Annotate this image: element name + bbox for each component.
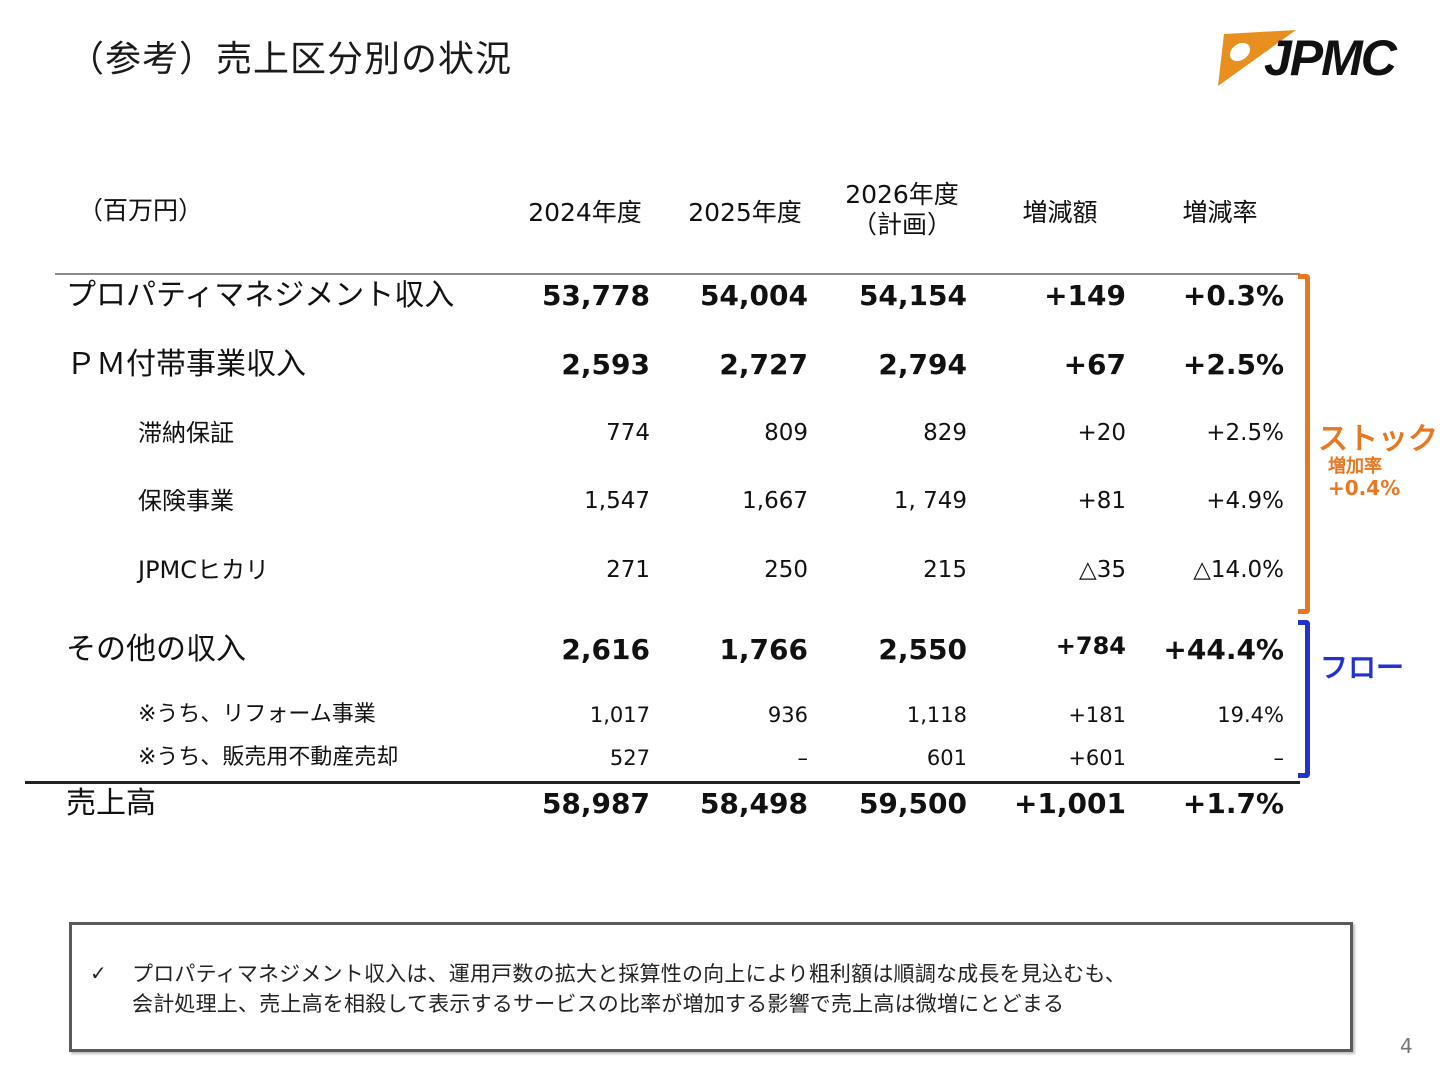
commentary-line-1: プロパティマネジメント収入は、運用戸数の拡大と採算性の向上により粗利額は順調な成… — [132, 962, 1127, 986]
cell-rate: +4.9% — [1206, 488, 1284, 514]
cell-rate: +2.5% — [1206, 420, 1284, 446]
header-change-amount: 増減額 — [1022, 198, 1098, 227]
stock-growth-value: +0.4% — [1328, 476, 1401, 500]
table-total-rule — [25, 781, 1300, 784]
cell-fy2024: 58,987 — [541, 787, 650, 820]
stock-label: ストック — [1318, 422, 1438, 457]
cell-change: +67 — [1063, 348, 1126, 381]
cell-change: +601 — [1068, 746, 1126, 770]
cell-fy2024: 774 — [606, 420, 650, 446]
cell-change: +20 — [1077, 420, 1126, 446]
header-fy2025: 2025年度 — [688, 198, 802, 227]
cell-change: +149 — [1044, 279, 1126, 312]
cell-fy2026: 1,118 — [906, 703, 967, 727]
cell-rate: +1.7% — [1182, 787, 1284, 820]
logo-text: JPMC — [1264, 30, 1397, 86]
header-fy2026-plan: （計画） — [851, 210, 952, 239]
header-fy2026-year: 2026年度 — [845, 180, 959, 209]
cell-fy2025: 936 — [767, 703, 808, 727]
stock-bracket — [1298, 274, 1310, 614]
row-label: 滞納保証 — [138, 419, 234, 447]
row-label: 売上高 — [66, 786, 156, 821]
cell-change: △35 — [1079, 557, 1126, 583]
flow-bracket — [1298, 620, 1310, 778]
row-label: JPMCヒカリ — [138, 556, 270, 584]
cell-rate: 19.4% — [1217, 703, 1284, 727]
cell-fy2024: 271 — [606, 557, 650, 583]
row-label: ＰＭ付帯事業収入 — [66, 347, 306, 382]
cell-rate: +0.3% — [1182, 279, 1284, 312]
row-label: その他の収入 — [66, 632, 246, 667]
cell-fy2025: 58,498 — [699, 787, 808, 820]
cell-fy2025: 809 — [764, 420, 808, 446]
cell-change: +181 — [1068, 703, 1126, 727]
table-top-rule — [55, 273, 1300, 275]
company-logo: JPMC — [1216, 28, 1416, 88]
page-title: （参考）売上区分別の状況 — [68, 39, 513, 80]
cell-change: +1,001 — [1013, 787, 1126, 820]
cell-fy2025: 1,667 — [742, 488, 808, 514]
cell-change: +784 — [1055, 632, 1126, 660]
table-row-guarantee: 滞納保証 774 809 829 +20 +2.5% — [0, 413, 1300, 453]
cell-fy2026: 54,154 — [858, 279, 967, 312]
row-label: 保険事業 — [138, 487, 234, 515]
table-row-total-sales: 売上高 58,987 58,498 59,500 +1,001 +1.7% — [0, 784, 1300, 824]
flow-label: フロー — [1320, 651, 1405, 684]
cell-fy2026: 1, 749 — [893, 488, 967, 514]
cell-fy2026: 2,794 — [878, 348, 967, 381]
cell-fy2024: 2,616 — [561, 633, 650, 666]
check-icon: ✓ — [90, 961, 107, 985]
table-row-property-sale: ※うち、販売用不動産売却 527 – 601 +601 – — [0, 743, 1300, 773]
header-change-rate: 増減率 — [1182, 198, 1258, 227]
table-row-hikari: JPMCヒカリ 271 250 215 △35 △14.0% — [0, 550, 1300, 590]
cell-change: +81 — [1077, 488, 1126, 514]
cell-fy2026: 215 — [923, 557, 967, 583]
logo-mark-icon — [1218, 30, 1296, 86]
table-row-reform: ※うち、リフォーム事業 1,017 936 1,118 +181 19.4% — [0, 700, 1300, 730]
cell-fy2026: 2,550 — [878, 633, 967, 666]
cell-rate: – — [1273, 746, 1285, 770]
page-number: 4 — [1400, 1034, 1413, 1058]
row-label: プロパティマネジメント収入 — [66, 278, 455, 313]
commentary-line-2: 会計処理上、売上高を相殺して表示するサービスの比率が増加する影響で売上高は微増に… — [132, 992, 1065, 1016]
cell-fy2026: 829 — [923, 420, 967, 446]
cell-rate: △14.0% — [1193, 557, 1284, 583]
cell-fy2024: 1,017 — [589, 703, 650, 727]
cell-fy2024: 2,593 — [561, 348, 650, 381]
commentary-box: ✓ プロパティマネジメント収入は、運用戸数の拡大と採算性の向上により粗利額は順調… — [69, 922, 1353, 1052]
cell-fy2025: – — [797, 746, 809, 770]
cell-rate: +2.5% — [1182, 348, 1284, 381]
header-fy2024: 2024年度 — [528, 198, 642, 227]
header-fy2026: 2026年度 （計画） — [822, 180, 982, 240]
row-label: ※うち、販売用不動産売却 — [138, 745, 399, 770]
unit-label: （百万円） — [78, 196, 204, 225]
row-label: ※うち、リフォーム事業 — [138, 702, 376, 727]
table-row-pm-ancillary: ＰＭ付帯事業収入 2,593 2,727 2,794 +67 +2.5% — [0, 345, 1300, 385]
cell-fy2026: 59,500 — [858, 787, 967, 820]
cell-fy2025: 250 — [764, 557, 808, 583]
cell-fy2024: 1,547 — [584, 488, 650, 514]
cell-fy2025: 1,766 — [719, 633, 808, 666]
table-row-insurance: 保険事業 1,547 1,667 1, 749 +81 +4.9% — [0, 481, 1300, 521]
cell-fy2026: 601 — [926, 746, 967, 770]
table-row-pm-revenue: プロパティマネジメント収入 53,778 54,004 54,154 +149 … — [0, 276, 1300, 316]
table-row-other-revenue: その他の収入 2,616 1,766 2,550 +784 +44.4% — [0, 630, 1300, 670]
cell-fy2024: 527 — [609, 746, 650, 770]
cell-fy2025: 54,004 — [699, 279, 808, 312]
cell-fy2024: 53,778 — [541, 279, 650, 312]
stock-growth-label: 増加率 — [1328, 456, 1382, 477]
cell-rate: +44.4% — [1163, 633, 1284, 666]
cell-fy2025: 2,727 — [719, 348, 808, 381]
